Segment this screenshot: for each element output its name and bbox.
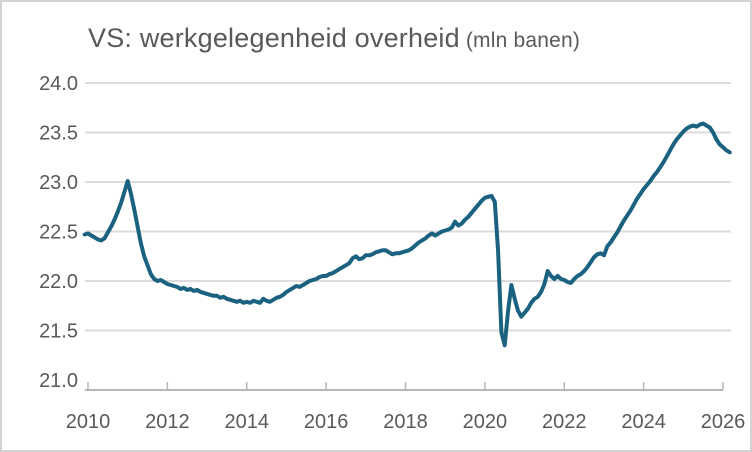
x-tick-label: 2024 bbox=[621, 411, 666, 433]
y-tick-label: 21.5 bbox=[39, 321, 78, 343]
employment-data-line bbox=[82, 121, 732, 348]
chart-title-block: VS: werkgelegenheid overheid (mln banen) bbox=[88, 23, 580, 54]
y-tick-label: 22.5 bbox=[39, 222, 78, 244]
x-tick-label: 2026 bbox=[701, 411, 746, 433]
chart-title: VS: werkgelegenheid overheid bbox=[88, 23, 460, 53]
x-tick-label: 2020 bbox=[463, 411, 508, 433]
y-tick-label: 22.0 bbox=[39, 271, 78, 293]
x-tick-label: 2018 bbox=[383, 411, 428, 433]
x-tick-label: 2022 bbox=[542, 411, 587, 433]
y-tick-label: 23.0 bbox=[39, 172, 78, 194]
y-tick-label: 23.5 bbox=[39, 123, 78, 145]
y-tick-label: 24.0 bbox=[39, 73, 78, 95]
x-tick-label: 2010 bbox=[66, 411, 111, 433]
x-tick-label: 2014 bbox=[225, 411, 270, 433]
x-tick-label: 2016 bbox=[304, 411, 349, 433]
chart-title-unit: (mln banen) bbox=[465, 29, 581, 52]
x-tick-label: 2012 bbox=[145, 411, 190, 433]
y-tick-label: 21.0 bbox=[39, 370, 78, 392]
